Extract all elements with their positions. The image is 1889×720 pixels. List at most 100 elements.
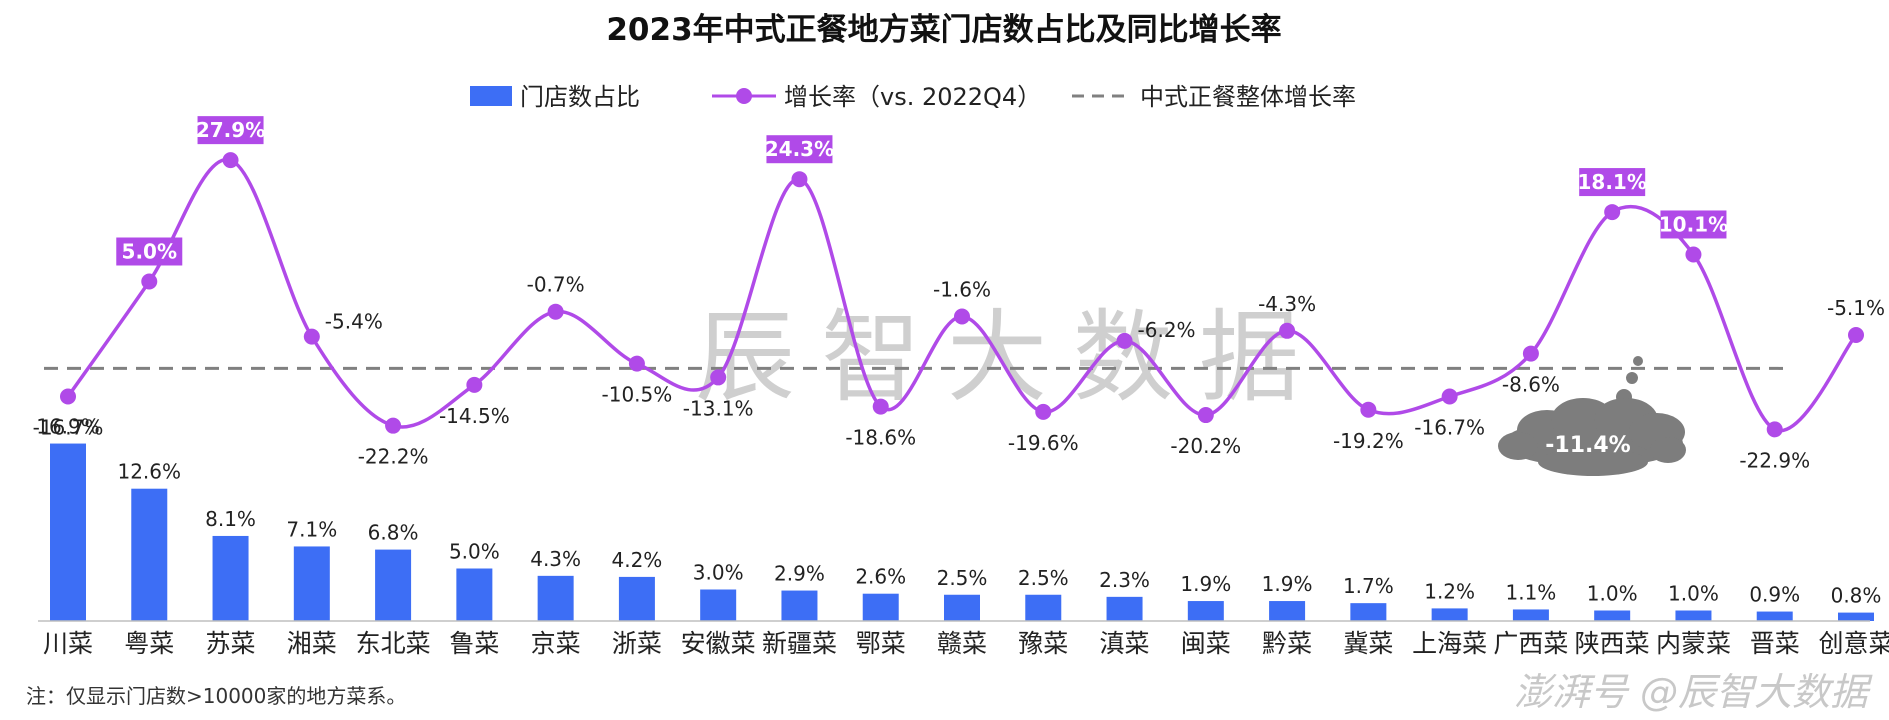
bar-18 [1512, 609, 1549, 621]
category-label-6: 京菜 [531, 629, 581, 658]
category-label-8: 安徽菜 [681, 629, 756, 658]
growth-label-16: -19.2% [1333, 429, 1404, 453]
growth-point-9 [791, 171, 808, 188]
growth-label-22: -5.1% [1827, 296, 1885, 320]
bar-7 [618, 576, 655, 621]
growth-point-0 [60, 388, 76, 405]
category-label-7: 浙菜 [612, 629, 662, 658]
growth-point-22 [1848, 327, 1864, 344]
bar-value-label-13: 2.3% [1099, 568, 1150, 592]
cloud-label: -11.4% [1545, 433, 1630, 458]
reference-cloud: -11.4% [1498, 356, 1686, 476]
growth-label-bg-19 [1579, 168, 1646, 197]
bar-12 [1025, 594, 1062, 621]
growth-label-bg-2 [197, 116, 264, 145]
growth-point-2 [222, 152, 239, 169]
legend-label-line: 增长率（vs. 2022Q4） [784, 83, 1041, 111]
category-label-11: 赣菜 [937, 629, 987, 658]
bar-value-label-10: 2.6% [855, 565, 906, 589]
category-label-15: 黔菜 [1262, 629, 1312, 658]
growth-point-20 [1685, 246, 1702, 263]
growth-label-1: 5.0% [122, 240, 177, 264]
cloud-shape [1498, 398, 1686, 476]
growth-label-20: 10.1% [1659, 212, 1728, 236]
category-label-4: 东北菜 [356, 629, 431, 658]
bar-value-label-5: 5.0% [449, 540, 500, 564]
bar-value-label-4: 6.8% [368, 521, 419, 545]
growth-label-11: -1.6% [933, 277, 991, 301]
growth-point-14 [1197, 407, 1214, 424]
bar-value-label-16: 1.7% [1343, 574, 1394, 598]
category-label-14: 闽菜 [1181, 629, 1231, 658]
bar-value-label-19: 1.0% [1587, 582, 1638, 606]
watermark-text: 辰智大数据 [695, 299, 1325, 416]
category-label-12: 豫菜 [1018, 629, 1068, 658]
growth-point-19 [1604, 204, 1621, 221]
growth-point-15 [1279, 322, 1296, 339]
bar-value-label-11: 2.5% [937, 566, 988, 590]
footnote: 注：仅显示门店数>10000家的地方菜系。 [26, 684, 406, 708]
growth-point-5 [466, 376, 483, 393]
legend-label-bar: 门店数占比 [520, 83, 640, 111]
growth-point-16 [1360, 401, 1377, 418]
chart-title: 2023年中式正餐地方菜门店数占比及同比增长率 [606, 12, 1281, 48]
category-label-2: 苏菜 [206, 629, 256, 658]
bar-9 [781, 590, 818, 621]
bar-value-label-17: 1.2% [1424, 579, 1475, 603]
growth-point-6 [547, 303, 564, 320]
growth-label-19: 18.1% [1577, 170, 1646, 194]
growth-point-12 [1035, 403, 1052, 420]
growth-point-1 [141, 273, 158, 290]
category-label-20: 内蒙菜 [1656, 629, 1731, 658]
bar-11 [944, 594, 980, 621]
growth-label-5: -14.5% [439, 404, 510, 428]
bar-8 [700, 589, 737, 621]
bar-16 [1350, 603, 1387, 621]
growth-rate-line [66, 157, 1858, 433]
growth-label-0: -16.7% [33, 416, 104, 440]
growth-label-bg-20 [1660, 210, 1727, 239]
growth-label-17: -16.7% [1414, 416, 1485, 440]
bar-value-label-20: 1.0% [1668, 582, 1719, 606]
growth-label-13: -6.2% [1138, 318, 1196, 342]
bar-value-label-8: 3.0% [693, 561, 744, 585]
growth-point-17 [1441, 388, 1458, 405]
legend: 门店数占比 增长率（vs. 2022Q4） 中式正餐整体增长率 [470, 83, 1356, 111]
bar-5 [456, 568, 493, 621]
bar-3 [293, 546, 330, 621]
category-label-1: 粤菜 [124, 629, 174, 658]
bar-value-label-0: 16.9% [36, 415, 100, 439]
growth-label-18: -8.6% [1502, 373, 1560, 397]
source-watermark: 澎湃号 @辰智大数据 [1514, 670, 1873, 714]
category-label-16: 冀菜 [1343, 629, 1393, 658]
bar-19 [1594, 610, 1631, 621]
category-label-17: 上海菜 [1412, 629, 1487, 658]
bar-value-label-1: 12.6% [117, 460, 181, 484]
bar-value-label-22: 0.8% [1831, 584, 1882, 608]
growth-label-14: -20.2% [1170, 434, 1241, 458]
growth-label-21: -22.9% [1739, 448, 1810, 472]
growth-label-10: -18.6% [845, 426, 916, 450]
bar-0 [50, 443, 86, 621]
bar-17 [1431, 608, 1468, 621]
category-label-22: 创意菜 [1818, 629, 1889, 658]
bar-1 [131, 488, 168, 621]
bar-value-label-2: 8.1% [205, 507, 256, 531]
bar-value-label-9: 2.9% [774, 562, 825, 586]
category-label-3: 湘菜 [287, 629, 337, 658]
cloud-bubble-medium [1626, 372, 1638, 384]
bar-13 [1106, 596, 1143, 621]
bar-4 [375, 549, 412, 621]
growth-point-13 [1116, 332, 1133, 349]
growth-point-7 [628, 355, 645, 372]
bar-value-label-18: 1.1% [1506, 580, 1557, 604]
growth-label-4: -22.2% [358, 445, 429, 469]
growth-label-7: -10.5% [602, 383, 673, 407]
bar-21 [1756, 611, 1793, 621]
category-label-10: 鄂菜 [856, 629, 906, 658]
bar-14 [1187, 601, 1224, 621]
bar-6 [537, 575, 574, 621]
bar-20 [1675, 610, 1712, 621]
legend-swatch-marker [736, 88, 752, 104]
